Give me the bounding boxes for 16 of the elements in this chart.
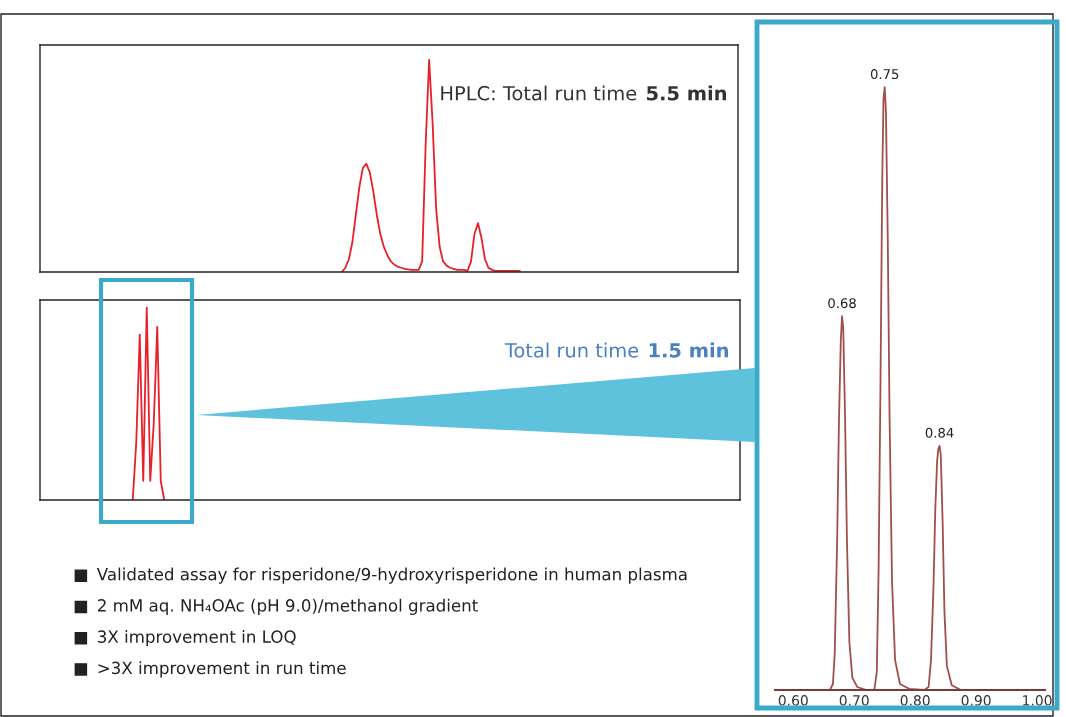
annotation: 0.68 <box>828 298 856 309</box>
annotation: Total run time <box>504 342 639 358</box>
x-tick-label: 0.80 <box>900 695 930 706</box>
text: 3X improvement in LOQ <box>98 630 296 647</box>
x-tick-label: 1.00 <box>1023 695 1052 706</box>
x-tick-label: 0.70 <box>839 695 869 706</box>
annotation: HPLC: Total run time <box>441 85 637 101</box>
annotation: 0.84 <box>925 427 954 438</box>
x-tick-label: 0.60 <box>778 695 808 706</box>
annotation: 1.5 min <box>649 342 728 358</box>
annotation: 0.75 <box>870 69 899 80</box>
x-tick-label: 0.90 <box>961 695 991 706</box>
text: 2 mM aq. NH₄OAc (pH 9.0)/methanol gradient <box>97 598 478 615</box>
text: Validated assay for risperidone/9-hydroxyrisperidone in human plasma <box>96 567 687 584</box>
text: >3X improvement in run time <box>98 661 346 678</box>
annotation: 5.5 min <box>647 85 727 101</box>
